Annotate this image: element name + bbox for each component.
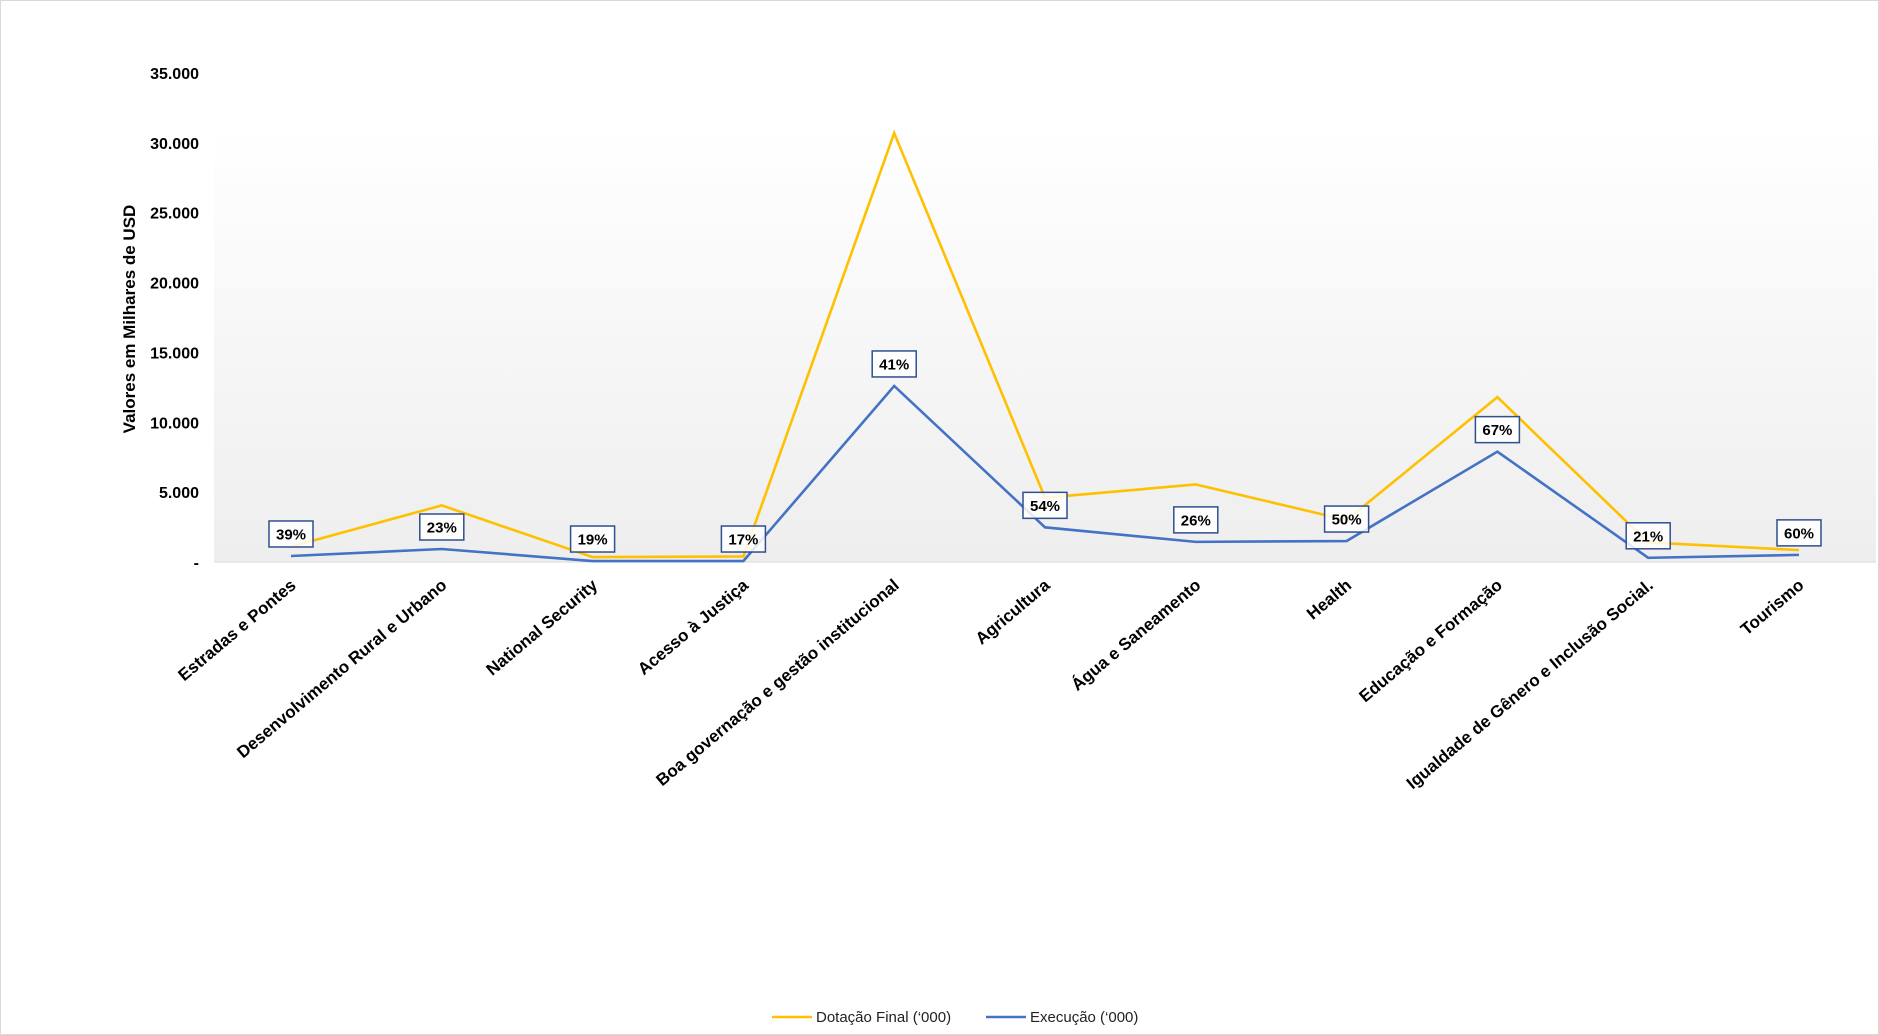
- legend-item: Execução (‘000): [986, 1009, 1138, 1026]
- data-label: 23%: [419, 513, 465, 541]
- data-label: 21%: [1625, 522, 1671, 550]
- data-labels: 39% 23% 19% 17% 41% 54% 26% 50% 67% 21% 60%: [268, 350, 1822, 553]
- y-tick-label: 15.000: [150, 345, 199, 362]
- svg-text:17%: 17%: [728, 532, 758, 549]
- y-tick-label: 5.000: [159, 485, 199, 502]
- svg-text:26%: 26%: [1181, 512, 1211, 529]
- data-label: 26%: [1173, 506, 1219, 534]
- svg-text:23%: 23%: [427, 520, 457, 537]
- y-tick-label: 30.000: [150, 136, 199, 153]
- x-tick-label: Estradas e Pontes: [174, 576, 299, 685]
- svg-text:60%: 60%: [1784, 525, 1814, 542]
- x-tick-label: Tourismo: [1737, 576, 1808, 640]
- data-label: 67%: [1474, 415, 1521, 444]
- svg-text:Execução (‘000): Execução (‘000): [1030, 1009, 1138, 1026]
- y-tick-label: 20.000: [150, 276, 199, 293]
- svg-text:21%: 21%: [1633, 528, 1663, 545]
- legend-item: Dotação Final (‘000): [772, 1009, 951, 1026]
- svg-text:54%: 54%: [1030, 498, 1060, 515]
- data-label: 60%: [1776, 519, 1822, 547]
- y-tick-label: 25.000: [150, 206, 199, 223]
- x-tick-label: Igualdade de Gênero e Inclusão Social.: [1403, 576, 1657, 793]
- y-tick-label: 10.000: [150, 415, 199, 432]
- y-axis: - 5.000 10.000 15.000 20.000 25.000 30.000 35.0…: [150, 66, 199, 572]
- svg-text:Dotação Final (‘000): Dotação Final (‘000): [816, 1009, 951, 1026]
- legend: Dotação Final (‘000) Execução (‘000): [772, 1009, 1138, 1026]
- svg-text:50%: 50%: [1332, 512, 1362, 529]
- y-axis-label: Valores em Milhares de USD: [120, 205, 139, 434]
- data-label: 17%: [720, 525, 767, 553]
- x-tick-label: Agricultura: [972, 575, 1054, 648]
- data-label: 54%: [1022, 491, 1068, 520]
- data-label: 50%: [1323, 505, 1370, 533]
- y-tick-label: -: [194, 555, 199, 572]
- x-tick-label: Boa governação e gestão institucional: [652, 576, 902, 790]
- svg-text:39%: 39%: [276, 526, 306, 543]
- svg-text:19%: 19%: [578, 532, 608, 549]
- x-tick-label: National Security: [483, 575, 602, 679]
- data-label: 19%: [569, 525, 616, 553]
- data-label: 41%: [871, 350, 917, 378]
- data-label: 39%: [268, 520, 314, 548]
- svg-text:41%: 41%: [879, 356, 909, 373]
- x-tick-label: Health: [1303, 576, 1355, 624]
- plot-area: [214, 126, 1876, 562]
- svg-text:67%: 67%: [1482, 422, 1512, 439]
- y-tick-label: 35.000: [150, 66, 199, 83]
- x-tick-label: Acesso à Justiça: [634, 575, 752, 679]
- x-tick-label: Educação e Formação: [1356, 576, 1506, 707]
- x-tick-label: Água e Saneamento: [1068, 576, 1205, 695]
